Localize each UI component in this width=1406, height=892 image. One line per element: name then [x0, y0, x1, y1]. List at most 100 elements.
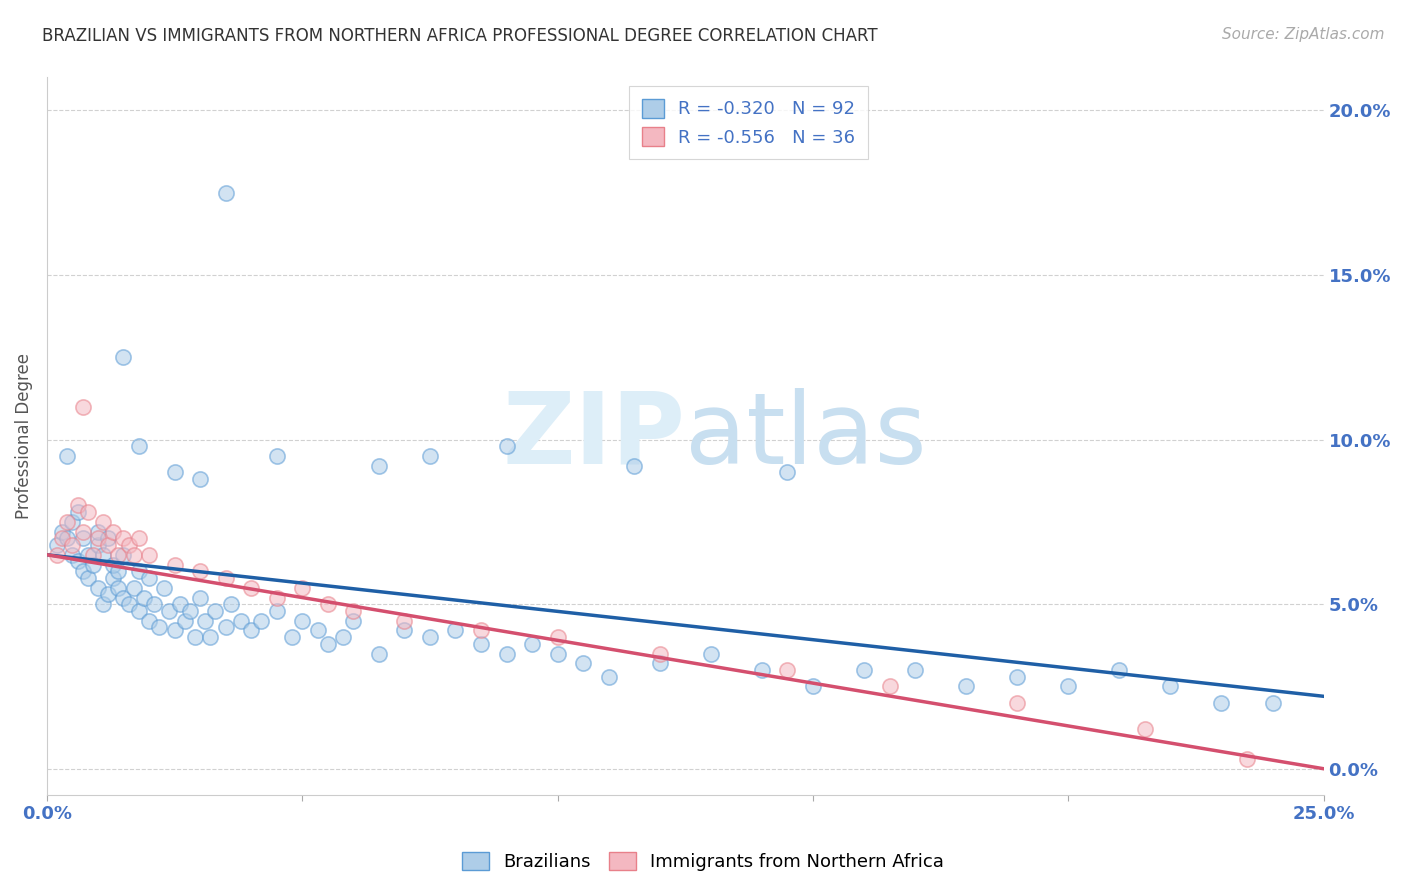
Text: atlas: atlas: [685, 388, 927, 484]
Point: [520, 637, 543, 651]
Point: [153, 581, 176, 595]
Point: [188, 591, 211, 605]
Point: [1005, 669, 1028, 683]
Point: [623, 458, 645, 473]
Point: [163, 558, 186, 572]
Point: [1133, 723, 1156, 737]
Point: [281, 630, 304, 644]
Legend: R = -0.320   N = 92, R = -0.556   N = 36: R = -0.320 N = 92, R = -0.556 N = 36: [630, 87, 868, 160]
Point: [419, 630, 441, 644]
Point: [76, 571, 98, 585]
Point: [291, 614, 314, 628]
Point: [103, 571, 125, 585]
Point: [572, 657, 595, 671]
Point: [46, 548, 69, 562]
Point: [87, 531, 110, 545]
Point: [1236, 752, 1258, 766]
Point: [394, 614, 416, 628]
Point: [91, 548, 114, 562]
Point: [51, 524, 73, 539]
Point: [51, 531, 73, 545]
Point: [229, 614, 252, 628]
Point: [132, 591, 155, 605]
Point: [394, 624, 416, 638]
Point: [76, 505, 98, 519]
Point: [700, 647, 723, 661]
Point: [163, 466, 186, 480]
Point: [266, 449, 288, 463]
Point: [1159, 680, 1181, 694]
Point: [56, 515, 79, 529]
Point: [648, 657, 671, 671]
Point: [82, 558, 104, 572]
Point: [219, 597, 242, 611]
Point: [143, 597, 166, 611]
Point: [128, 604, 150, 618]
Text: BRAZILIAN VS IMMIGRANTS FROM NORTHERN AFRICA PROFESSIONAL DEGREE CORRELATION CHA: BRAZILIAN VS IMMIGRANTS FROM NORTHERN AF…: [42, 27, 877, 45]
Point: [1005, 696, 1028, 710]
Point: [470, 624, 492, 638]
Point: [776, 663, 799, 677]
Point: [66, 554, 89, 568]
Point: [1108, 663, 1130, 677]
Point: [291, 581, 314, 595]
Point: [62, 515, 84, 529]
Point: [148, 620, 170, 634]
Point: [107, 548, 129, 562]
Point: [97, 538, 120, 552]
Point: [367, 647, 389, 661]
Point: [66, 499, 89, 513]
Point: [266, 591, 288, 605]
Point: [853, 663, 876, 677]
Point: [188, 564, 211, 578]
Point: [179, 604, 201, 618]
Point: [367, 458, 389, 473]
Point: [107, 564, 129, 578]
Point: [97, 587, 120, 601]
Point: [307, 624, 329, 638]
Point: [547, 630, 569, 644]
Point: [332, 630, 354, 644]
Point: [342, 604, 364, 618]
Point: [128, 439, 150, 453]
Point: [266, 604, 288, 618]
Point: [72, 531, 94, 545]
Point: [82, 548, 104, 562]
Point: [112, 591, 135, 605]
Point: [1211, 696, 1233, 710]
Point: [76, 548, 98, 562]
Point: [122, 581, 145, 595]
Point: [46, 538, 69, 552]
Point: [240, 581, 263, 595]
Point: [112, 548, 135, 562]
Point: [159, 604, 181, 618]
Point: [62, 538, 84, 552]
Point: [184, 630, 207, 644]
Point: [547, 647, 569, 661]
Point: [470, 637, 492, 651]
Point: [128, 531, 150, 545]
Text: Source: ZipAtlas.com: Source: ZipAtlas.com: [1222, 27, 1385, 42]
Point: [904, 663, 927, 677]
Point: [316, 597, 339, 611]
Point: [751, 663, 773, 677]
Point: [200, 630, 222, 644]
Point: [91, 597, 114, 611]
Point: [66, 505, 89, 519]
Point: [955, 680, 977, 694]
Legend: Brazilians, Immigrants from Northern Africa: Brazilians, Immigrants from Northern Afr…: [454, 845, 952, 879]
Point: [879, 680, 901, 694]
Point: [62, 548, 84, 562]
Y-axis label: Professional Degree: Professional Degree: [15, 353, 32, 519]
Point: [112, 351, 135, 365]
Point: [188, 472, 211, 486]
Point: [56, 531, 79, 545]
Text: ZIP: ZIP: [502, 388, 685, 484]
Point: [214, 571, 236, 585]
Point: [495, 439, 517, 453]
Point: [138, 614, 160, 628]
Point: [214, 620, 236, 634]
Point: [87, 538, 110, 552]
Point: [117, 597, 139, 611]
Point: [801, 680, 824, 694]
